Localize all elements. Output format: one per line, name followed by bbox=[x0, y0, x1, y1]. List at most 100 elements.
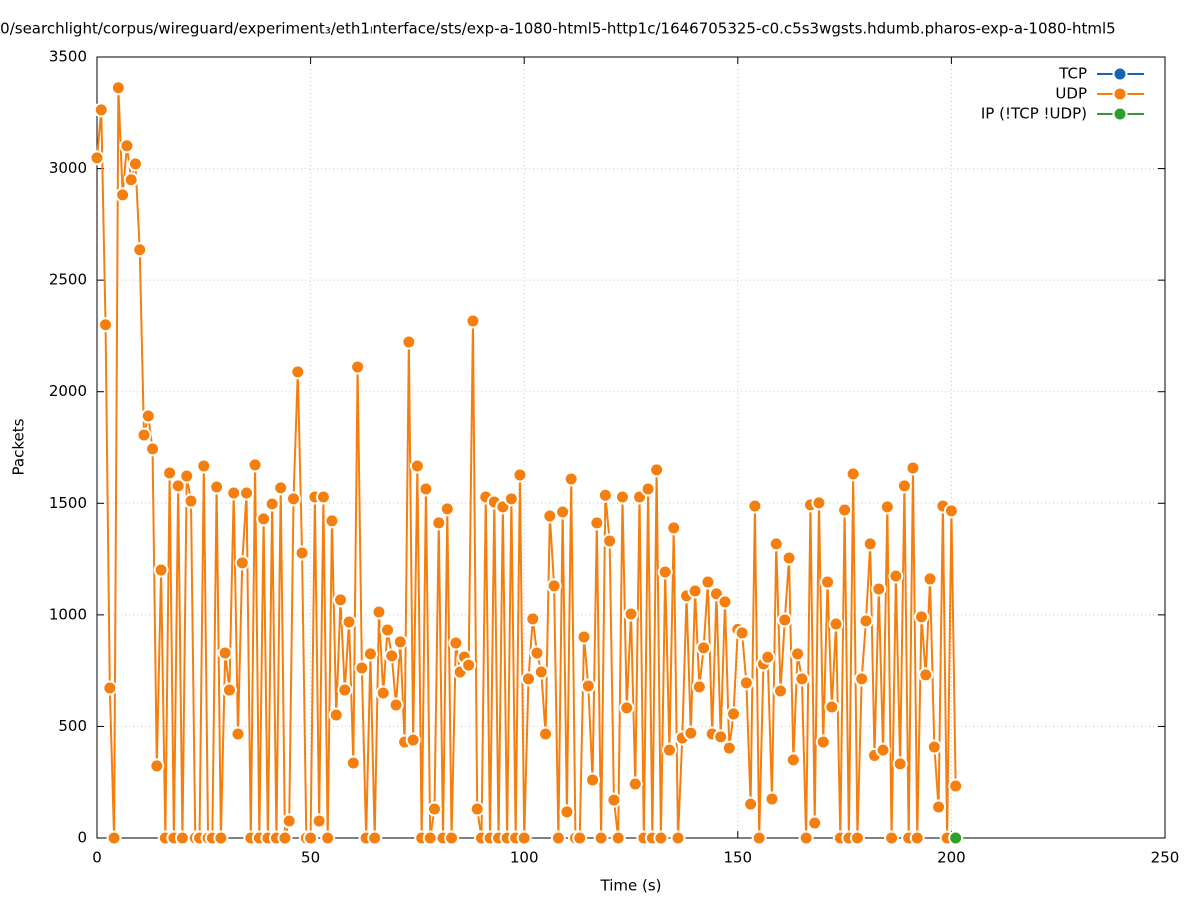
y-tick-label: 1500 bbox=[49, 494, 87, 512]
data-point bbox=[734, 625, 750, 641]
legend-label: UDP bbox=[1055, 85, 1087, 103]
data-point bbox=[546, 578, 562, 594]
data-point bbox=[713, 729, 729, 745]
data-point bbox=[922, 571, 938, 587]
data-point bbox=[627, 776, 643, 792]
y-axis-label: Packets bbox=[10, 418, 28, 475]
data-point bbox=[585, 772, 601, 788]
data-point bbox=[593, 830, 609, 846]
data-point bbox=[538, 726, 554, 742]
data-point bbox=[691, 679, 707, 695]
plot-area bbox=[89, 80, 964, 846]
data-point bbox=[811, 495, 827, 511]
y-tick-label: 0 bbox=[77, 829, 87, 847]
data-point bbox=[790, 646, 806, 662]
data-point bbox=[773, 683, 789, 699]
data-point bbox=[948, 778, 964, 794]
x-axis-label: Time (s) bbox=[600, 877, 662, 895]
data-point bbox=[320, 830, 336, 846]
data-point bbox=[401, 334, 417, 350]
data-point bbox=[354, 660, 370, 676]
data-point bbox=[661, 742, 677, 758]
data-point bbox=[448, 635, 464, 651]
data-point bbox=[555, 504, 571, 520]
data-point bbox=[273, 480, 289, 496]
data-point bbox=[115, 187, 131, 203]
data-point bbox=[392, 634, 408, 650]
legend-marker bbox=[1112, 66, 1128, 82]
data-point bbox=[179, 468, 195, 484]
data-point bbox=[743, 796, 759, 812]
data-point bbox=[512, 467, 528, 483]
data-point bbox=[183, 493, 199, 509]
data-point bbox=[311, 813, 327, 829]
data-point bbox=[328, 707, 344, 723]
data-point bbox=[837, 502, 853, 518]
data-point bbox=[294, 545, 310, 561]
data-point bbox=[760, 649, 776, 665]
data-point bbox=[281, 813, 297, 829]
data-point bbox=[127, 156, 143, 172]
data-point bbox=[132, 242, 148, 258]
data-point bbox=[213, 830, 229, 846]
plot-frame bbox=[96, 56, 1166, 839]
data-point bbox=[948, 830, 964, 846]
data-point bbox=[333, 592, 349, 608]
data-point bbox=[640, 481, 656, 497]
data-point bbox=[896, 478, 912, 494]
data-point bbox=[136, 427, 152, 443]
data-point bbox=[217, 645, 233, 661]
data-point bbox=[422, 830, 438, 846]
data-point bbox=[879, 499, 895, 515]
data-point bbox=[170, 478, 186, 494]
data-point bbox=[315, 489, 331, 505]
data-point bbox=[653, 830, 669, 846]
data-point bbox=[751, 830, 767, 846]
data-point bbox=[324, 513, 340, 529]
legend-marker bbox=[1112, 86, 1128, 102]
data-point bbox=[418, 481, 434, 497]
data-point bbox=[700, 574, 716, 590]
data-point bbox=[606, 792, 622, 808]
data-point bbox=[597, 487, 613, 503]
data-point bbox=[820, 574, 836, 590]
data-point bbox=[93, 102, 109, 118]
data-point bbox=[362, 646, 378, 662]
data-point bbox=[533, 664, 549, 680]
data-point bbox=[247, 457, 263, 473]
data-point bbox=[563, 471, 579, 487]
data-point bbox=[849, 830, 865, 846]
data-point bbox=[845, 466, 861, 482]
data-point bbox=[89, 150, 105, 166]
data-point bbox=[828, 616, 844, 632]
data-point bbox=[559, 804, 575, 820]
data-point bbox=[264, 496, 280, 512]
data-point bbox=[102, 680, 118, 696]
data-point bbox=[444, 830, 460, 846]
x-tick-label: 150 bbox=[723, 849, 752, 867]
data-point bbox=[623, 606, 639, 622]
data-point bbox=[345, 755, 361, 771]
data-point bbox=[875, 742, 891, 758]
data-point bbox=[196, 458, 212, 474]
x-tick-label: 200 bbox=[937, 849, 966, 867]
data-point bbox=[909, 830, 925, 846]
data-point bbox=[589, 515, 605, 531]
data-point bbox=[892, 756, 908, 772]
data-point bbox=[619, 700, 635, 716]
data-point bbox=[781, 550, 797, 566]
data-point bbox=[525, 611, 541, 627]
data-point bbox=[807, 815, 823, 831]
data-point bbox=[290, 364, 306, 380]
data-point bbox=[794, 671, 810, 687]
data-point bbox=[888, 568, 904, 584]
data-point bbox=[747, 498, 763, 514]
y-tick-label: 3000 bbox=[49, 159, 87, 177]
data-point bbox=[106, 830, 122, 846]
data-point bbox=[683, 725, 699, 741]
data-point bbox=[221, 682, 237, 698]
data-point bbox=[926, 739, 942, 755]
data-point bbox=[738, 675, 754, 691]
legend-label: IP (!TCP !UDP) bbox=[981, 105, 1087, 123]
